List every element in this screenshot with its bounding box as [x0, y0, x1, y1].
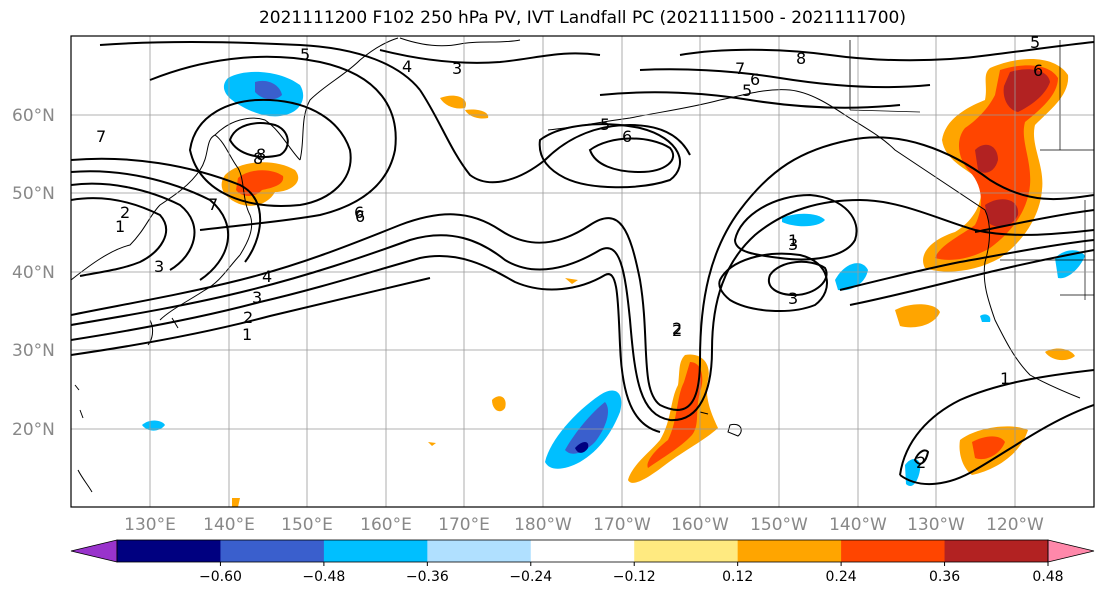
lon-label: 140°E [203, 515, 255, 535]
graticule [71, 36, 1094, 507]
colorbar-tick-label: −0.24 [509, 569, 552, 585]
contour-label: 3 [788, 235, 798, 254]
contour-label: 2 [120, 203, 130, 222]
contour-label: 6 [355, 207, 365, 226]
map-border [70, 35, 1095, 508]
lon-label: 180°W [514, 515, 572, 535]
pv-contours [71, 40, 1094, 486]
contour-label: 4 [262, 267, 272, 286]
contour-label: 8 [253, 149, 263, 168]
contour-label: 3 [252, 288, 262, 307]
colorbar-swatch [634, 540, 739, 562]
lat-label-60n: 60°N [12, 106, 55, 126]
lon-label: 170°E [438, 515, 490, 535]
colorbar-swatch [737, 540, 842, 562]
latitude-labels: 60°N 50°N 40°N 30°N 20°N [12, 106, 55, 440]
colorbar-tick-label: −0.36 [406, 569, 449, 585]
contour-label: 7 [208, 195, 218, 214]
colorbar-tick-label: 0.48 [1032, 569, 1063, 585]
lat-label-20n: 20°N [12, 420, 55, 440]
contour-label: 2 [672, 321, 682, 340]
colorbar [70, 539, 1095, 563]
contour-label: 4 [402, 57, 412, 76]
colorbar-swatch [944, 540, 1049, 562]
contour-label: 7 [96, 127, 106, 146]
lon-label: 140°W [829, 515, 887, 535]
contour-label: 3 [452, 59, 462, 78]
colorbar-swatch [530, 540, 635, 562]
lon-label: 160°W [671, 515, 729, 535]
lat-label-50n: 50°N [12, 184, 55, 204]
contour-label: 6 [354, 203, 364, 222]
lon-label: 150°W [750, 515, 808, 535]
colorbar-tick-label: 0.36 [929, 569, 960, 585]
contour-label: 1 [1000, 369, 1010, 388]
contour-label: 6 [622, 127, 632, 146]
contour-labels: 5 4 3 8 7 6 5 7 8 6 5 6 6 1 3 2 1 2 3 4 … [96, 33, 1043, 472]
colorbar-tick-label: −0.60 [199, 569, 242, 585]
longitude-labels: 130°E 140°E 150°E 160°E 170°E 180°W 170°… [124, 515, 1044, 535]
lon-label: 160°E [360, 515, 412, 535]
lon-label: 120°W [986, 515, 1044, 535]
colorbar-swatch [323, 540, 428, 562]
contour-label: 5 [600, 115, 610, 134]
contour-label: 2 [243, 308, 253, 327]
contour-label: 6 [750, 70, 760, 89]
contour-label: 2 [916, 453, 926, 472]
lon-label: 170°W [593, 515, 651, 535]
map-title: 2021111200 F102 250 hPa PV, IVT Landfall… [258, 8, 906, 28]
colorbar-swatch [427, 540, 532, 562]
lat-label-30n: 30°N [12, 341, 55, 361]
contour-label: 1 [788, 231, 798, 250]
colorbar-swatch [117, 540, 221, 562]
contour-label: 8 [256, 145, 266, 164]
contour-label: 2 [672, 319, 682, 338]
colorbar-swatch [841, 540, 946, 562]
lon-label: 150°E [281, 515, 333, 535]
colorbar-tick-label: 0.12 [722, 569, 753, 585]
contour-label: 6 [1033, 61, 1043, 80]
colorbar-tick-labels: −0.60 −0.48 −0.36 −0.24 −0.12 0.12 0.24 0.36 0.4… [199, 562, 1064, 585]
lat-label-40n: 40°N [12, 263, 55, 283]
colorbar-tick-label: −0.12 [613, 569, 656, 585]
colorbar-tick-label: 0.24 [826, 569, 857, 585]
contour-label: 3 [788, 289, 798, 308]
contour-label: 1 [242, 325, 252, 344]
ivt-shading [142, 58, 1085, 507]
lon-label: 130°W [907, 515, 965, 535]
contour-label: 5 [300, 45, 310, 64]
colorbar-tick-label: −0.48 [302, 569, 345, 585]
contour-label: 7 [735, 59, 745, 78]
contour-label: 3 [154, 257, 164, 276]
contour-label: 5 [742, 81, 752, 100]
contour-label: 5 [1030, 33, 1040, 52]
colorbar-extend-min [70, 539, 118, 563]
contour-label: 8 [796, 49, 806, 68]
contour-label: 1 [115, 217, 125, 236]
colorbar-swatch [220, 540, 325, 562]
colorbar-border [116, 539, 1049, 563]
lon-label: 130°E [124, 515, 176, 535]
colorbar-extend-max [1047, 539, 1095, 563]
